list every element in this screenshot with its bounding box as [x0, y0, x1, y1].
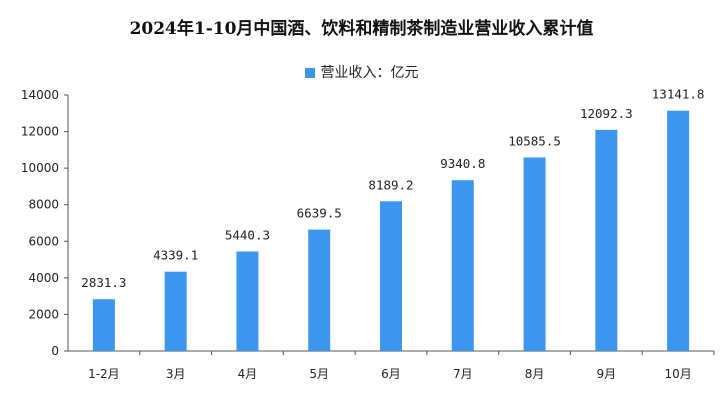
bar [164, 271, 187, 351]
bar [92, 299, 115, 351]
data-label: 2831.3 [81, 275, 126, 290]
x-tick-label: 6月 [381, 367, 401, 381]
chart-title: 2024年1-10月中国酒、饮料和精制茶制造业营业收入累计值 [129, 19, 594, 39]
y-tick-label: 4000 [28, 271, 59, 285]
data-label: 8189.2 [368, 177, 413, 192]
x-tick-label: 1-2月 [88, 367, 120, 381]
bar [380, 201, 402, 351]
y-tick-label: 2000 [28, 307, 59, 321]
y-tick-label: 6000 [28, 234, 59, 248]
x-tick-label: 10月 [664, 367, 691, 381]
legend: 营业收入：亿元 [0, 62, 723, 82]
data-label: 13141.8 [652, 87, 705, 102]
data-label: 4339.1 [153, 248, 198, 263]
bar [451, 180, 474, 351]
data-label: 12092.3 [580, 106, 633, 121]
y-tick-label: 0 [51, 344, 59, 358]
legend-swatch [304, 68, 315, 78]
legend-label: 营业收入：亿元 [320, 65, 419, 81]
bar [667, 110, 690, 351]
y-tick-label: 14000 [21, 88, 59, 102]
y-tick-label: 8000 [28, 198, 59, 212]
y-tick-label: 12000 [21, 125, 59, 139]
y-tick-label: 10000 [21, 161, 59, 175]
x-tick-label: 3月 [166, 367, 186, 381]
x-tick-label: 9月 [597, 367, 617, 381]
bar [595, 129, 618, 351]
bar [236, 251, 259, 351]
data-label: 5440.3 [225, 228, 270, 243]
bar [523, 157, 546, 351]
x-tick-label: 5月 [309, 367, 329, 381]
bar [308, 229, 331, 351]
x-tick-label: 7月 [453, 367, 473, 381]
data-label: 10585.5 [508, 133, 561, 148]
x-tick-label: 8月 [525, 367, 545, 381]
data-label: 9340.8 [440, 156, 485, 171]
x-tick-label: 4月 [238, 367, 258, 381]
data-label: 6639.5 [297, 206, 342, 221]
